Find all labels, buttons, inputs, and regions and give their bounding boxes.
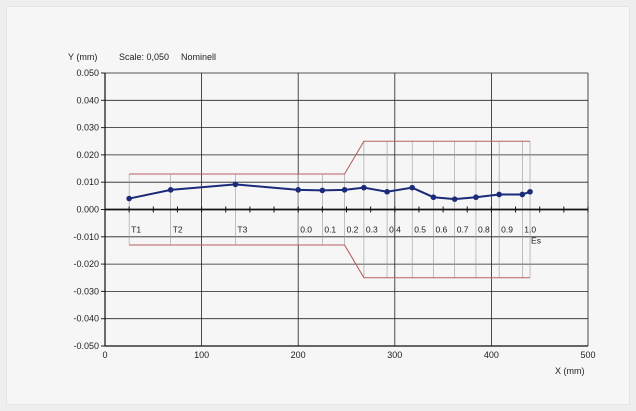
x-tick-label: 100 bbox=[194, 350, 209, 360]
y-tick-label: -0.010 bbox=[73, 232, 99, 242]
y-tick-label: 0.030 bbox=[76, 123, 99, 133]
y-tick-label: -0.040 bbox=[73, 314, 99, 324]
data-point bbox=[126, 195, 132, 202]
data-series bbox=[126, 181, 533, 202]
data-point bbox=[341, 187, 348, 193]
y-axis-title: Y (mm) bbox=[68, 52, 97, 62]
lower-tolerance-line bbox=[129, 244, 531, 279]
station-label: T3 bbox=[237, 225, 247, 235]
station-label: 0.6 bbox=[435, 225, 447, 235]
chart-panel bbox=[6, 6, 630, 405]
scale-readout: Scale: 0,050 bbox=[119, 52, 169, 62]
data-point bbox=[319, 187, 326, 194]
y-tick-label: -0.020 bbox=[73, 259, 99, 269]
data-point bbox=[496, 191, 502, 198]
station-label: T2 bbox=[173, 225, 183, 235]
y-tick-labels: 0.050 0.040 0.030 0.020 0.010 0.000 -0.010 -0.0… bbox=[73, 68, 99, 351]
y-tick-label: -0.050 bbox=[73, 341, 99, 351]
station-label: 0.2 bbox=[347, 225, 359, 235]
y-tick-label: 0.020 bbox=[76, 150, 99, 160]
x-tick-label: 200 bbox=[291, 350, 306, 360]
tolerance-band bbox=[129, 140, 531, 279]
y-tick-label: 0.010 bbox=[76, 177, 99, 187]
data-point bbox=[430, 194, 437, 201]
series-line bbox=[128, 183, 531, 201]
station-label: 0.4 bbox=[389, 225, 401, 235]
data-point bbox=[451, 196, 458, 202]
x-axis-title: X (mm) bbox=[555, 366, 585, 376]
upper-tolerance-line bbox=[129, 140, 531, 175]
mode-label: Nominell bbox=[181, 52, 216, 62]
y-tick-label: 0.040 bbox=[76, 95, 99, 105]
data-point bbox=[527, 188, 533, 195]
station-label: T1 bbox=[131, 225, 141, 235]
station-label: 0.7 bbox=[457, 225, 469, 235]
station-label: 0.0 bbox=[300, 225, 312, 235]
data-point bbox=[409, 184, 415, 191]
x-tick-labels: 0 100 200 300 400 500 bbox=[102, 350, 595, 360]
station-label: 0.3 bbox=[366, 225, 378, 235]
y-tick-label: 0.000 bbox=[76, 205, 99, 215]
data-point bbox=[361, 184, 367, 191]
data-point bbox=[167, 187, 174, 193]
station-labels: T1 T2 T3 0.0 0.1 0.2 0.3 0.4 0.5 0.6 0.7 0.8 0.9 1.0E… bbox=[131, 225, 541, 246]
station-label: 0.9 bbox=[501, 225, 513, 235]
station-label: 0.8 bbox=[478, 225, 490, 235]
data-point bbox=[232, 181, 239, 188]
x-tick-label: 0 bbox=[102, 350, 107, 360]
station-label: 0.1 bbox=[324, 225, 336, 235]
data-point bbox=[519, 191, 526, 198]
x-tick-label: 400 bbox=[484, 350, 499, 360]
data-point bbox=[473, 194, 479, 201]
y-tick-label: 0.050 bbox=[76, 68, 99, 78]
station-label: 1.0 bbox=[524, 225, 536, 235]
axes bbox=[104, 73, 589, 347]
data-point bbox=[295, 187, 302, 193]
station-label: Es bbox=[531, 236, 541, 246]
y-tick-label: -0.030 bbox=[73, 286, 99, 296]
station-label: 0.5 bbox=[414, 225, 426, 235]
data-point bbox=[384, 188, 390, 195]
x-tick-label: 300 bbox=[387, 350, 402, 360]
x-tick-label: 500 bbox=[580, 350, 595, 360]
